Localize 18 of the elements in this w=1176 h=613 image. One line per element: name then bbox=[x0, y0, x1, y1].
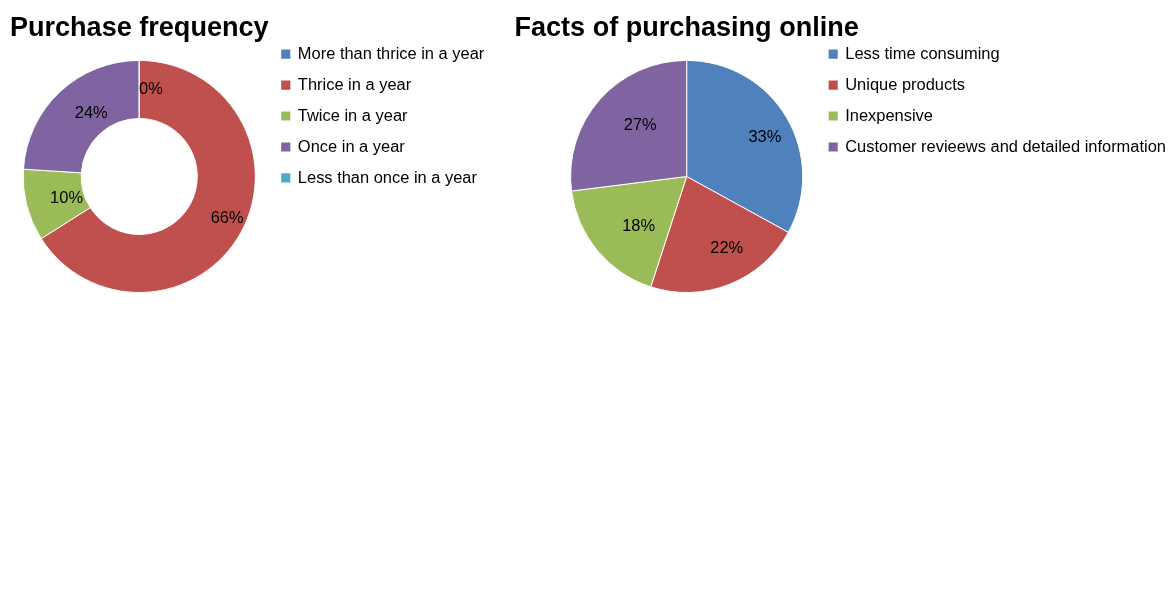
legend-label: Customer revieews and detailed information bbox=[845, 136, 1166, 155]
legend-label: Less time consuming bbox=[845, 43, 1000, 62]
chart-title: Purchase frequency bbox=[9, 11, 269, 43]
data-label: 18% bbox=[622, 215, 656, 234]
data-label: 33% bbox=[748, 126, 782, 145]
data-label: 10% bbox=[50, 187, 84, 206]
legend-label: Less than once in a year bbox=[297, 167, 478, 186]
chart-title: Facts of purchasing online bbox=[514, 11, 859, 43]
data-label: 22% bbox=[710, 238, 744, 257]
legend-label: More than thrice in a year bbox=[297, 43, 485, 62]
legend-label: Inexpensive bbox=[845, 105, 933, 124]
data-label: 27% bbox=[623, 115, 658, 134]
legend-label: Unique products bbox=[845, 74, 965, 93]
legend-label: Once in a year bbox=[297, 136, 406, 155]
legend-label: Thrice in a year bbox=[297, 74, 412, 93]
data-label: 66% bbox=[210, 208, 244, 227]
data-label: 24% bbox=[74, 102, 109, 121]
legend-label: Twice in a year bbox=[297, 105, 409, 124]
